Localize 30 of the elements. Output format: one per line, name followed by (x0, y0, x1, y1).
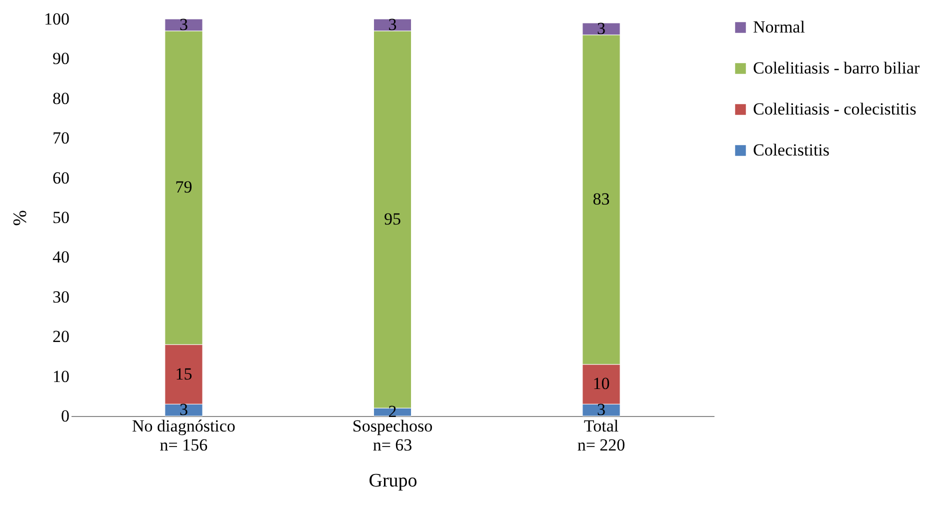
y-tick-label: 20 (52, 327, 70, 346)
x-tick-label: Sospechoso n= 63 (352, 416, 433, 454)
y-tick-label: 80 (52, 88, 70, 108)
x-tick-label: Total n= 220 (577, 416, 626, 454)
legend-label: Colelitiasis - colecistitis (753, 100, 916, 118)
y-tick-label: 100 (44, 10, 70, 28)
data-label: 3 (179, 400, 188, 420)
data-label: 3 (597, 18, 606, 38)
data-label: 15 (175, 364, 192, 384)
y-tick-label: 30 (52, 287, 70, 306)
data-label: 83 (592, 190, 610, 209)
y-tick-label: 70 (52, 128, 70, 148)
x-axis-title: Grupo (368, 470, 418, 492)
data-label: 10 (592, 374, 610, 394)
legend-label: Colelitiasis - barro biliar (753, 58, 920, 78)
y-tick-label: 90 (52, 49, 70, 68)
legend-label: Colecistitis (753, 140, 830, 160)
data-label: 95 (384, 209, 401, 228)
y-axis-title: % (10, 210, 31, 226)
y-tick-label: 40 (52, 248, 70, 267)
y-tick-label: 50 (52, 208, 70, 227)
y-tick-label: 60 (52, 168, 70, 188)
data-label: 3 (388, 14, 397, 34)
data-label: 3 (597, 400, 606, 420)
data-label: 3 (179, 14, 188, 34)
y-tick-label: 10 (52, 366, 70, 386)
data-label: 79 (175, 178, 192, 197)
x-tick-label: No diagnóstico n= 156 (132, 416, 236, 454)
legend-label: Normal (753, 18, 806, 36)
y-tick-label: 0 (61, 406, 70, 426)
